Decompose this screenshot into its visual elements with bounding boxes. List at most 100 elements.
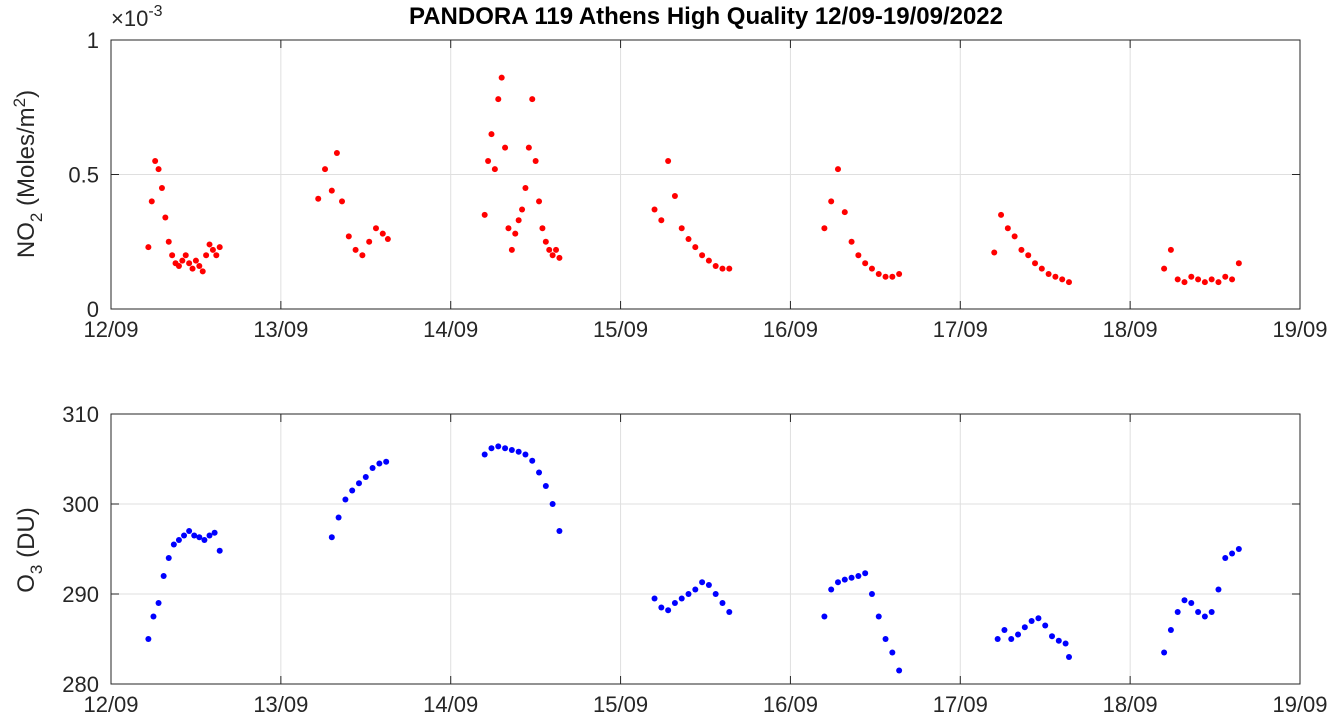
o3-data-point: [1035, 615, 1042, 622]
no2-data-point: [322, 166, 329, 173]
no2-data-point: [162, 214, 169, 221]
o3-data-point: [896, 667, 903, 674]
o3-data-point: [522, 451, 529, 458]
o3-data-point: [1229, 550, 1236, 557]
no2-data-point: [692, 244, 699, 251]
no2-data-point: [189, 265, 196, 272]
no2-data-point: [379, 230, 386, 237]
o3-data-point: [665, 607, 672, 614]
no2-data-point: [508, 246, 515, 253]
no2-data-point: [1167, 246, 1174, 253]
o3-data-point: [651, 595, 658, 602]
o3-data-point: [1222, 555, 1229, 561]
o3-data-point: [383, 458, 390, 465]
o3-y-tick-label: 300: [62, 492, 99, 517]
o3-data-point: [1174, 609, 1181, 615]
no2-data-point: [315, 195, 322, 202]
no2-data-point: [345, 233, 352, 240]
o3-data-point: [1042, 622, 1049, 629]
o3-data-point: [834, 579, 841, 586]
no2-data-point: [152, 158, 159, 165]
o3-data-point: [875, 613, 882, 620]
no2-data-point: [148, 198, 155, 205]
no2-data-point: [678, 225, 685, 232]
no2-data-point: [502, 144, 509, 151]
no2-data-point: [855, 252, 862, 259]
o3-data-point: [1167, 627, 1174, 633]
o3-data-point: [186, 528, 193, 534]
no2-data-point: [339, 198, 346, 205]
o3-data-point: [536, 469, 543, 476]
no2-data-point: [882, 273, 889, 280]
o3-y-tick-label: 310: [62, 402, 99, 427]
no2-data-point: [685, 236, 692, 243]
o3-data-point: [868, 591, 875, 597]
no2-data-point: [216, 244, 223, 251]
no2-data-point: [1004, 225, 1011, 232]
no2-data-point: [671, 193, 678, 200]
no2-data-point: [1011, 233, 1018, 240]
no2-data-point: [542, 238, 549, 245]
o3-data-point: [328, 534, 335, 541]
o3-x-tick-label: 14/09: [423, 692, 478, 717]
o3-data-point: [191, 532, 198, 539]
o3-data-point: [342, 496, 349, 503]
o3-data-point: [529, 457, 536, 464]
no2-data-point: [1181, 279, 1188, 286]
o3-data-point: [1055, 637, 1062, 644]
no2-data-point: [532, 158, 539, 165]
o3-data-point: [206, 532, 213, 539]
no2-data-point: [1038, 265, 1045, 272]
no2-data-point: [525, 144, 532, 151]
o3-x-tick-label: 13/09: [253, 692, 308, 717]
o3-data-point: [1049, 633, 1056, 640]
o3-data-point: [1021, 624, 1028, 631]
no2-data-point: [1174, 276, 1181, 283]
o3-data-point: [726, 609, 733, 615]
o3-data-point: [376, 460, 383, 467]
o3-data-point: [685, 591, 692, 597]
o3-data-point: [369, 465, 376, 471]
o3-data-point: [170, 541, 177, 548]
o3-x-tick-label: 15/09: [593, 692, 648, 717]
o3-data-point: [705, 582, 712, 588]
o3-data-point: [1065, 654, 1072, 660]
no2-data-point: [186, 260, 193, 267]
o3-data-point: [201, 537, 208, 543]
o3-x-tick-label: 18/09: [1103, 692, 1158, 717]
o3-data-point: [1215, 586, 1222, 593]
no2-data-point: [1188, 273, 1195, 280]
no2-data-point: [175, 262, 182, 269]
o3-data-point: [1195, 609, 1202, 615]
no2-data-points: [145, 74, 1242, 286]
no2-data-point: [896, 271, 903, 278]
no2-data-point: [1215, 279, 1222, 286]
o3-data-point: [889, 649, 896, 656]
no2-data-point: [206, 241, 213, 248]
o3-data-point: [671, 600, 678, 606]
o3-data-point: [1181, 597, 1188, 604]
o3-data-point: [712, 591, 719, 597]
o3-data-point: [165, 555, 172, 561]
no2-data-point: [488, 131, 495, 138]
no2-data-point: [553, 246, 560, 253]
o3-data-point: [502, 445, 509, 452]
no2-data-point: [372, 225, 379, 232]
no2-data-point: [1201, 279, 1208, 286]
no2-y-tick-label: 1: [87, 28, 99, 53]
no2-y-axis-label: NO2 (Moles/m2): [10, 90, 46, 258]
o3-data-point: [349, 487, 356, 494]
no2-data-point: [498, 74, 505, 81]
no2-data-point: [848, 238, 855, 245]
o3-data-point: [160, 573, 167, 579]
no2-data-point: [862, 260, 869, 267]
o3-data-point: [508, 447, 515, 453]
no2-data-point: [199, 268, 206, 275]
o3-data-point: [848, 574, 855, 581]
no2-data-point: [384, 236, 391, 243]
no2-data-point: [485, 158, 492, 165]
no2-x-tick-label: 17/09: [933, 317, 988, 342]
o3-data-point: [1062, 640, 1069, 647]
o3-x-tick-label: 19/09: [1272, 692, 1327, 717]
no2-data-point: [651, 206, 658, 213]
